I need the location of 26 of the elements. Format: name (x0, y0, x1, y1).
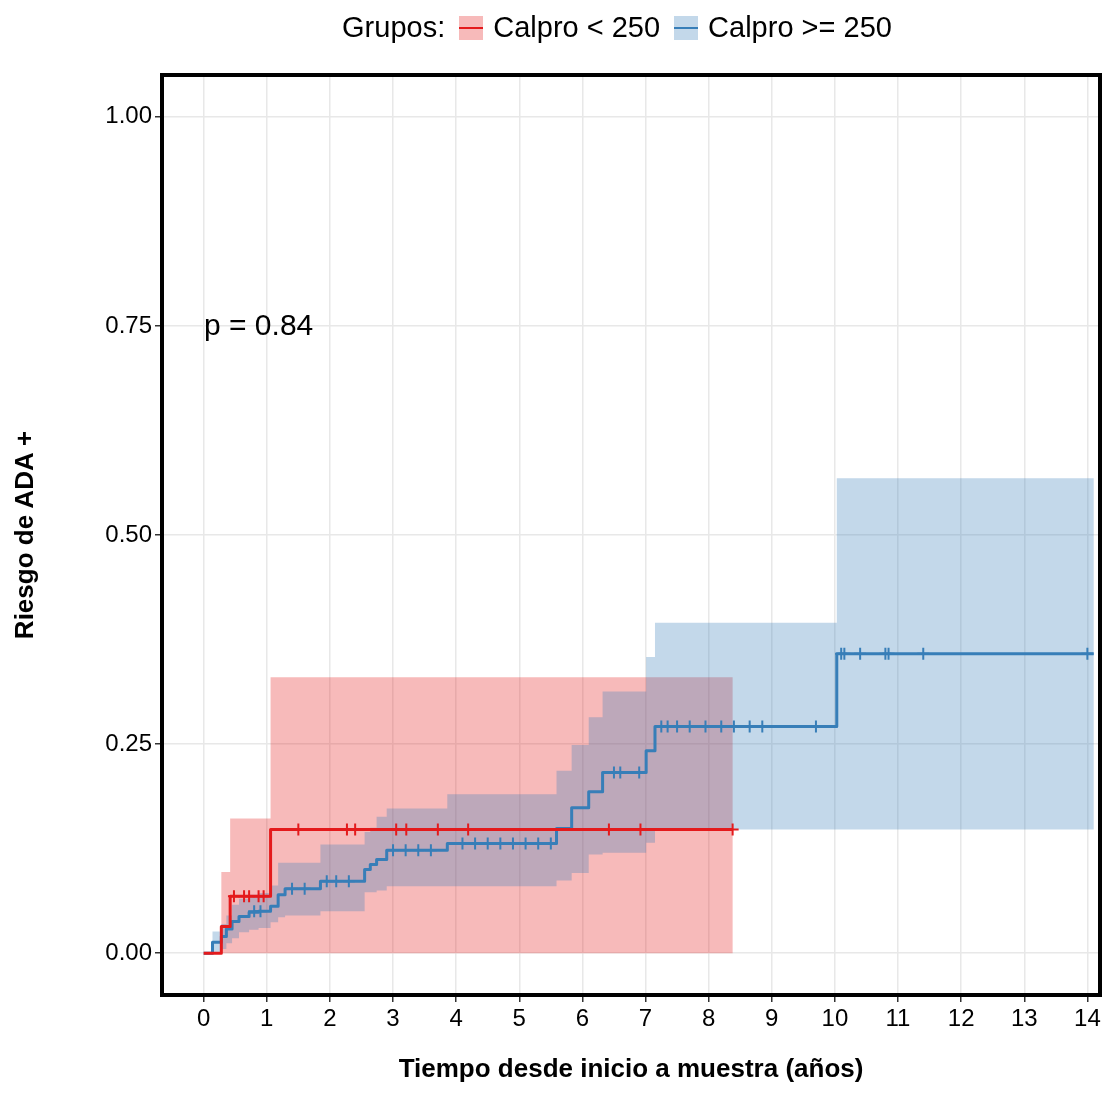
x-tick-label: 2 (323, 1004, 337, 1032)
y-axis-title: Riesgo de ADA + (8, 430, 39, 640)
x-tick-label: 3 (386, 1004, 400, 1032)
x-tick-label: 10 (821, 1004, 849, 1032)
y-tick-label: 0.25 (105, 728, 152, 756)
x-tick-label: 14 (1074, 1004, 1101, 1032)
legend-title: Grupos: (342, 11, 446, 44)
x-tick-label: 11 (885, 1004, 911, 1032)
y-tick-label: 0.00 (105, 937, 152, 965)
annotation: p = 0.84 (204, 308, 314, 342)
legend-label: Calpro >= 250 (708, 11, 892, 44)
x-tick-label: 8 (701, 1004, 716, 1032)
x-tick-label: 0 (196, 1004, 211, 1032)
y-tick-label: 1.00 (105, 101, 152, 129)
x-tick-label: 7 (638, 1004, 653, 1032)
legend-label: Calpro < 250 (493, 11, 661, 44)
x-tick-label: 13 (1010, 1004, 1038, 1032)
x-tick-label: 6 (575, 1004, 590, 1032)
y-tick-label: 0.50 (105, 519, 152, 547)
y-tick-label: 0.75 (105, 310, 152, 338)
x-tick-label: 1 (260, 1004, 274, 1032)
x-tick-label: 9 (765, 1004, 779, 1032)
x-tick-label: 4 (449, 1004, 463, 1032)
x-tick-label: 5 (512, 1004, 526, 1032)
x-axis-title: Tiempo desde inicio a muestra (años) (398, 1052, 864, 1083)
x-tick-label: 12 (947, 1004, 975, 1032)
